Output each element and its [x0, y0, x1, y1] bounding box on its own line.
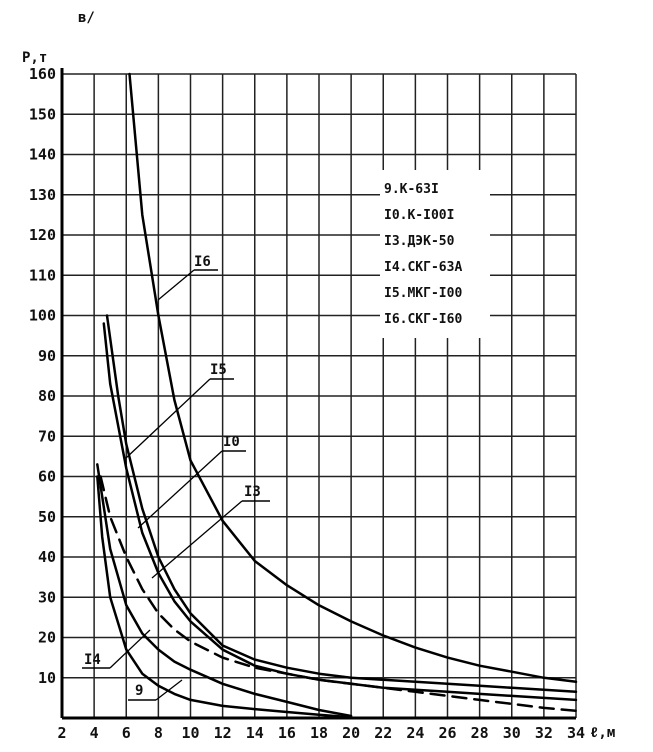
x-tick-label: 14 — [246, 724, 264, 742]
curve-label-i5: I5 — [210, 362, 227, 378]
x-tick-label: 18 — [310, 724, 328, 742]
x-tick-label: 26 — [438, 724, 456, 742]
x-tick-label: 12 — [214, 724, 232, 742]
legend-entry: I6.СКГ-I60 — [384, 312, 462, 327]
y-tick-label: 30 — [38, 588, 56, 606]
curve-label-leader — [125, 378, 211, 459]
y-axis-label: P,т — [22, 50, 47, 66]
x-tick-label: 4 — [90, 724, 99, 742]
x-tick-label: 6 — [122, 724, 131, 742]
curve-label-9: 9 — [135, 683, 143, 699]
legend-entry: I5.МКГ-I00 — [384, 286, 462, 301]
y-tick-label: 130 — [29, 186, 56, 204]
legend-box — [380, 170, 490, 338]
curve-label-leader — [137, 450, 223, 529]
panel-label: в/ — [78, 10, 95, 26]
legend-entry: 9.К-63I — [384, 182, 439, 197]
series-line-i4 — [96, 463, 353, 718]
series-group — [96, 72, 578, 719]
y-tick-label: 140 — [29, 146, 56, 164]
curve-labels: I6 I5 I0 I3 I4 9 — [82, 254, 270, 701]
curve-label-i0: I0 — [223, 434, 240, 450]
curve-label-leader — [155, 679, 183, 701]
curve-label-i4: I4 — [84, 652, 101, 668]
series-line-9 — [96, 475, 353, 719]
x-tick-label: 16 — [278, 724, 296, 742]
x-tick-label: 34 — [567, 724, 585, 742]
y-tick-label: 70 — [38, 427, 56, 445]
x-tick-label: 8 — [154, 724, 163, 742]
x-tick-label: 22 — [374, 724, 392, 742]
y-tick-label: 50 — [38, 508, 56, 526]
series-line-i3 — [99, 475, 578, 713]
legend-entry: I4.СКГ-63А — [384, 260, 462, 275]
x-tick-label: 30 — [503, 724, 521, 742]
x-tick-label: 10 — [181, 724, 199, 742]
y-tick-label: 120 — [29, 226, 56, 244]
curve-label-leader — [109, 629, 151, 669]
y-tick-label: 80 — [38, 387, 56, 405]
x-tick-label: 32 — [535, 724, 553, 742]
x-tick-label: 2 — [57, 724, 66, 742]
y-tick-label: 150 — [29, 105, 56, 123]
curve-label-i6: I6 — [194, 254, 211, 270]
x-tick-labels: 2 4 6 8 10 12 14 16 18 20 22 24 26 28 30 32 34 — [57, 724, 585, 742]
x-tick-label: 28 — [471, 724, 489, 742]
curve-label-leader — [151, 500, 243, 579]
series-line-i5 — [105, 314, 578, 694]
axes — [60, 68, 576, 720]
legend-entry: I0.К-I00I — [384, 208, 454, 223]
y-tick-label: 60 — [38, 468, 56, 486]
y-tick-labels: 10 20 30 40 50 60 70 80 90 100 110 120 130 140 150 160 — [29, 65, 56, 687]
y-tick-label: 110 — [29, 266, 56, 284]
legend-entry: I3.ДЭК-50 — [384, 234, 455, 249]
legend: 9.К-63I I0.К-I00I I3.ДЭК-50 I4.СКГ-63А I5.МК… — [384, 182, 462, 327]
curve-label-leader — [157, 269, 195, 301]
series-line-i0 — [102, 322, 578, 702]
x-axis-label: ℓ,м — [590, 725, 615, 741]
x-tick-label: 24 — [406, 724, 424, 742]
x-tick-label: 20 — [342, 724, 360, 742]
y-tick-label: 20 — [38, 629, 56, 647]
y-tick-label: 160 — [29, 65, 56, 83]
y-tick-label: 40 — [38, 548, 56, 566]
y-tick-label: 90 — [38, 347, 56, 365]
y-tick-label: 100 — [29, 307, 56, 325]
y-tick-label: 10 — [38, 669, 56, 687]
curve-label-i3: I3 — [244, 484, 261, 500]
series-line-i6 — [128, 72, 578, 684]
